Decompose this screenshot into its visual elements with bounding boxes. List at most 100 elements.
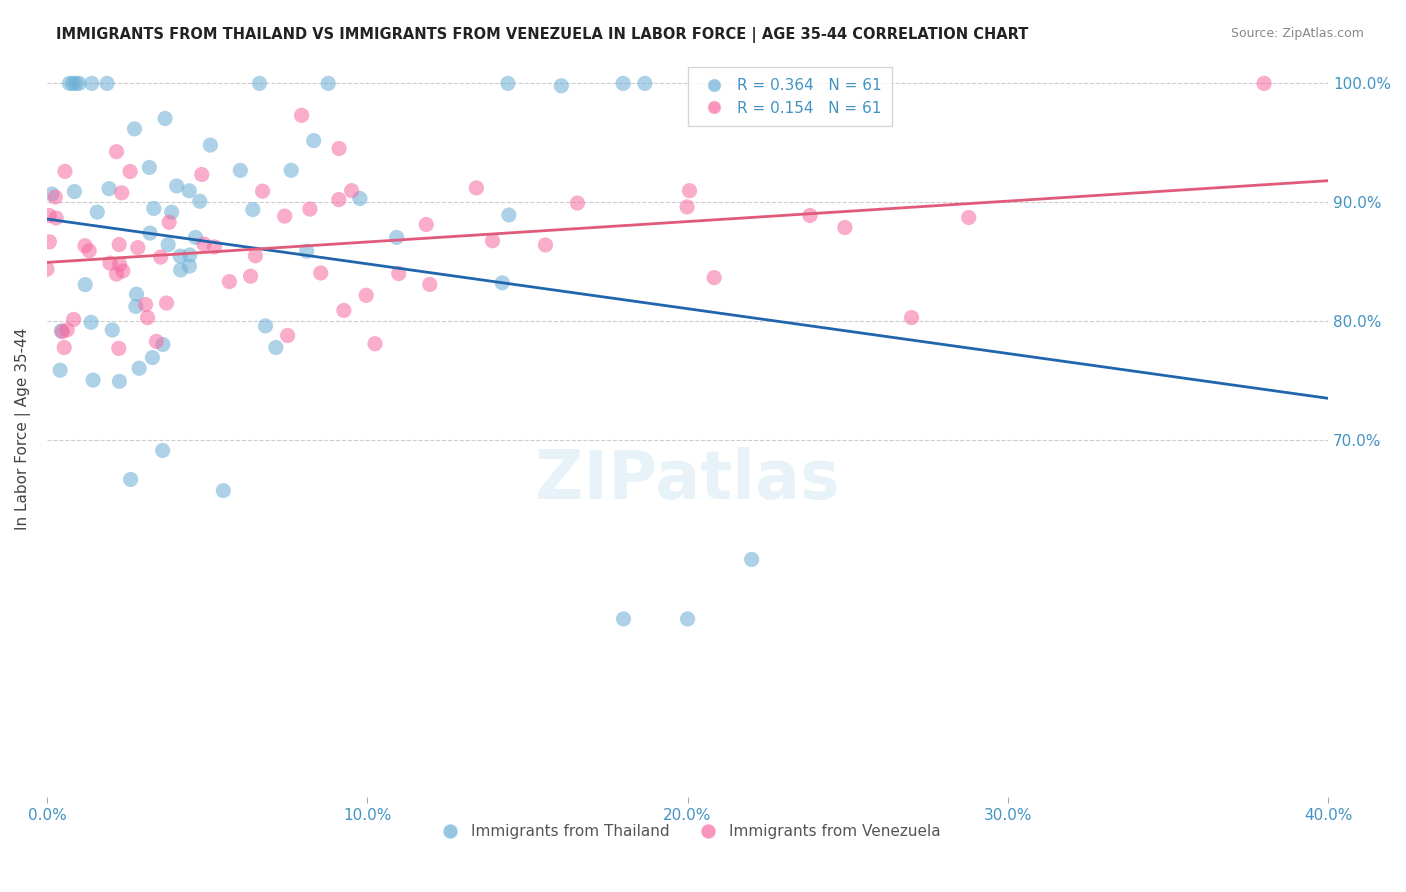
- Text: IMMIGRANTS FROM THAILAND VS IMMIGRANTS FROM VENEZUELA IN LABOR FORCE | AGE 35-44: IMMIGRANTS FROM THAILAND VS IMMIGRANTS F…: [56, 27, 1029, 43]
- Point: [135, 297, 157, 311]
- Point: [799, 209, 821, 223]
- Point: [111, 264, 134, 278]
- Point: [245, 249, 267, 263]
- Point: [80, 76, 103, 90]
- Point: [204, 240, 226, 254]
- Point: [1253, 76, 1275, 90]
- Point: [385, 230, 408, 244]
- Point: [56, 323, 79, 337]
- Point: [86, 205, 108, 219]
- Point: [145, 334, 167, 349]
- Point: [302, 134, 325, 148]
- Point: [465, 181, 488, 195]
- Y-axis label: In Labor Force | Age 35-44: In Labor Force | Age 35-44: [15, 327, 31, 530]
- Point: [298, 202, 321, 216]
- Point: [252, 184, 274, 198]
- Point: [142, 202, 165, 216]
- Point: [169, 263, 191, 277]
- Point: [676, 200, 699, 214]
- Point: [328, 142, 350, 156]
- Point: [419, 277, 441, 292]
- Point: [634, 76, 657, 90]
- Point: [834, 220, 856, 235]
- Point: [45, 211, 67, 225]
- Point: [200, 138, 222, 153]
- Point: [136, 310, 159, 325]
- Point: [149, 250, 172, 264]
- Point: [53, 164, 76, 178]
- Point: [328, 193, 350, 207]
- Point: [98, 256, 121, 270]
- Point: [191, 168, 214, 182]
- Point: [82, 373, 104, 387]
- Point: [612, 76, 634, 90]
- Point: [65, 76, 87, 90]
- Point: [120, 473, 142, 487]
- Point: [333, 303, 356, 318]
- Point: [160, 205, 183, 219]
- Point: [550, 78, 572, 93]
- Point: [169, 249, 191, 263]
- Point: [127, 241, 149, 255]
- Point: [496, 76, 519, 90]
- Point: [249, 76, 271, 90]
- Point: [77, 244, 100, 258]
- Point: [218, 275, 240, 289]
- Point: [101, 323, 124, 337]
- Point: [51, 324, 73, 338]
- Point: [179, 184, 201, 198]
- Point: [139, 226, 162, 240]
- Point: [51, 325, 73, 339]
- Point: [291, 108, 314, 122]
- Point: [388, 267, 411, 281]
- Point: [125, 300, 148, 314]
- Point: [295, 244, 318, 259]
- Point: [612, 612, 634, 626]
- Point: [349, 192, 371, 206]
- Point: [534, 238, 557, 252]
- Text: Source: ZipAtlas.com: Source: ZipAtlas.com: [1230, 27, 1364, 40]
- Point: [229, 163, 252, 178]
- Point: [108, 237, 131, 252]
- Point: [491, 276, 513, 290]
- Point: [80, 315, 103, 329]
- Point: [108, 257, 131, 271]
- Point: [62, 76, 84, 90]
- Point: [152, 337, 174, 351]
- Point: [184, 230, 207, 244]
- Point: [53, 341, 76, 355]
- Point: [280, 163, 302, 178]
- Point: [62, 312, 84, 326]
- Point: [703, 270, 725, 285]
- Point: [676, 612, 699, 626]
- Point: [141, 351, 163, 365]
- Point: [166, 178, 188, 193]
- Point: [73, 238, 96, 252]
- Point: [415, 218, 437, 232]
- Point: [49, 363, 72, 377]
- Point: [316, 76, 339, 90]
- Legend: Immigrants from Thailand, Immigrants from Venezuela: Immigrants from Thailand, Immigrants fro…: [429, 818, 946, 845]
- Point: [153, 112, 176, 126]
- Point: [239, 269, 262, 284]
- Point: [38, 235, 60, 249]
- Point: [741, 552, 763, 566]
- Point: [242, 202, 264, 217]
- Point: [567, 196, 589, 211]
- Point: [98, 181, 121, 195]
- Point: [111, 186, 134, 200]
- Point: [128, 361, 150, 376]
- Point: [364, 336, 387, 351]
- Point: [273, 209, 295, 223]
- Point: [41, 187, 63, 202]
- Point: [108, 375, 131, 389]
- Point: [678, 184, 700, 198]
- Point: [193, 237, 215, 252]
- Point: [96, 76, 118, 90]
- Point: [152, 443, 174, 458]
- Point: [75, 277, 97, 292]
- Point: [155, 296, 177, 310]
- Point: [125, 287, 148, 301]
- Point: [105, 145, 128, 159]
- Point: [179, 259, 201, 273]
